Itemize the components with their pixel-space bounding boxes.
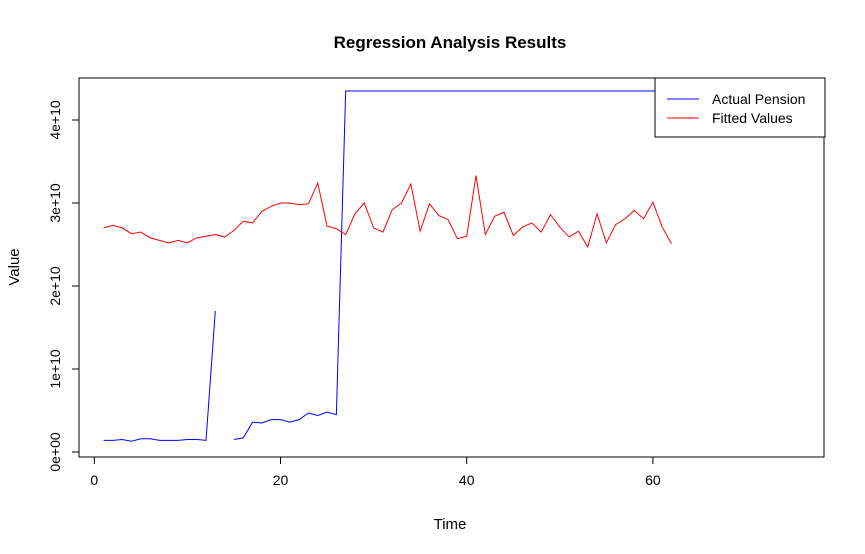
y-tick-label: 4e+10 [47,100,63,140]
legend-box [654,77,826,138]
y-tick-label: 0e+00 [47,432,63,472]
x-tick-label: 60 [645,472,661,488]
y-axis-label: Value [6,248,23,285]
y-tick-label: 3e+10 [47,183,63,223]
y-axis: 0e+00 1e+10 2e+10 3e+10 4e+10 [47,100,80,472]
x-tick-label: 40 [459,472,475,488]
y-tick-label: 2e+10 [47,266,63,306]
y-tick-label: 1e+10 [47,349,63,389]
legend-label: Fitted Values [712,110,793,126]
legend-label: Actual Pension [712,91,805,107]
x-axis-label: Time [434,516,467,533]
x-axis: 0 20 40 60 [90,456,661,488]
chart-title: Regression Analysis Results [334,33,567,52]
legend: Actual Pension Fitted Values [654,77,826,138]
series-layer [103,90,784,442]
series-line-actual-pension [103,90,784,442]
x-tick-label: 20 [273,472,289,488]
x-tick-label: 0 [90,472,98,488]
series-line-fitted-values [103,175,672,249]
